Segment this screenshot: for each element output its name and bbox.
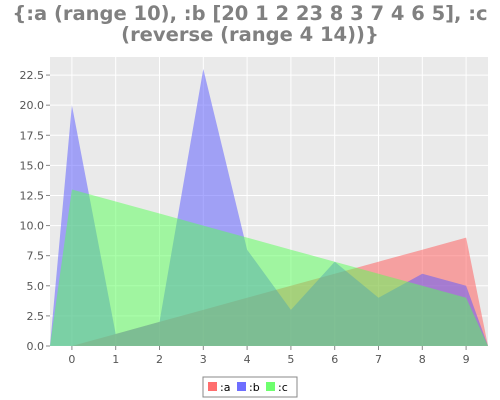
x-tick-label: 8: [419, 353, 426, 366]
y-tick-label: 2.5: [27, 310, 45, 323]
legend-swatch-c: [266, 382, 275, 391]
x-tick-label: 3: [200, 353, 207, 366]
legend-label-b: :b: [249, 381, 260, 394]
y-tick-label: 7.5: [27, 250, 45, 263]
y-tick-label: 12.5: [20, 189, 45, 202]
x-tick-label: 7: [375, 353, 382, 366]
x-tick-label: 9: [463, 353, 470, 366]
x-tick-label: 4: [244, 353, 251, 366]
chart-title-line1: {:a (range 10), :b [20 1 2 23 8 3 7 4 6 …: [12, 2, 488, 25]
x-tick-label: 1: [112, 353, 119, 366]
series-area-c: [50, 189, 488, 346]
y-tick-label: 22.5: [20, 69, 45, 82]
legend-label-a: :a: [220, 381, 230, 394]
legend-label-c: :c: [278, 381, 288, 394]
y-tick-label: 5.0: [27, 280, 45, 293]
chart-title: {:a (range 10), :b [20 1 2 23 8 3 7 4 6 …: [0, 0, 500, 45]
legend-swatch-a: [208, 382, 217, 391]
x-tick-label: 0: [68, 353, 75, 366]
y-tick-label: 20.0: [20, 99, 45, 112]
y-tick-label: 0.0: [27, 340, 45, 353]
x-tick-label: 5: [287, 353, 294, 366]
legend: :a :b :c: [202, 376, 298, 398]
x-tick-label: 6: [331, 353, 338, 366]
x-tick-label: 2: [156, 353, 163, 366]
series-areas: [50, 69, 488, 346]
y-tick-label: 17.5: [20, 129, 45, 142]
y-tick-label: 10.0: [20, 220, 45, 233]
legend-swatch-b: [237, 382, 246, 391]
axes: [46, 74, 467, 350]
y-tick-label: 15.0: [20, 159, 45, 172]
chart-title-line2: (reverse (range 4 14))}: [121, 23, 379, 46]
y-axis-tick-labels: 0.0 2.5 5.0 7.5 10.0 12.5 15.0 17.5 20.0 22.5: [20, 69, 45, 353]
x-axis-tick-labels: 0 1 2 3 4 5 6 7 8 9: [68, 353, 469, 366]
